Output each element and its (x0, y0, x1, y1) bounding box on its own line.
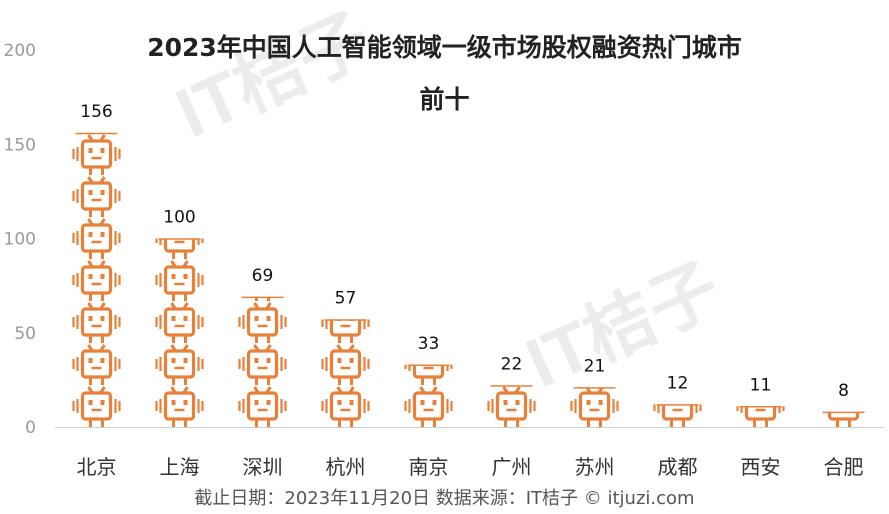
data-label: 12 (667, 373, 689, 393)
x-tick-label: 深圳 (243, 455, 283, 479)
y-tick-label: 200 (4, 41, 36, 61)
data-label: 100 (163, 208, 195, 228)
x-tick-label: 广州 (492, 455, 532, 479)
data-label: 11 (750, 375, 772, 395)
x-tick-label: 北京 (77, 455, 117, 479)
bar (735, 406, 786, 427)
bar (237, 296, 288, 427)
chart-subtitle: 前十 (419, 85, 470, 114)
data-label: 8 (838, 381, 849, 401)
bar (71, 132, 122, 427)
bar (818, 411, 869, 427)
bar (486, 385, 537, 427)
x-tick-label: 杭州 (326, 455, 366, 479)
data-label: 33 (418, 334, 440, 354)
data-label: 21 (584, 356, 606, 376)
source-note: 截止日期：2023年11月20日 数据来源：IT桔子 © itjuzi.com (194, 488, 695, 509)
y-tick-label: 50 (14, 324, 36, 344)
x-tick-label: 合肥 (824, 455, 864, 479)
x-tick-label: 苏州 (575, 455, 615, 479)
x-tick-label: 上海 (160, 455, 200, 479)
bar (652, 404, 703, 427)
data-label: 156 (80, 102, 112, 122)
data-label: 57 (335, 289, 357, 309)
bar (154, 238, 205, 427)
x-tick-label: 西安 (741, 455, 781, 479)
x-tick-label: 南京 (409, 455, 449, 479)
data-label: 69 (252, 266, 274, 286)
x-tick-label: 成都 (658, 455, 698, 479)
chart-title: 2023年中国人工智能领域一级市场股权融资热门城市 (147, 33, 742, 62)
data-label: 22 (501, 355, 523, 375)
y-tick-label: 150 (4, 135, 36, 155)
bar (320, 319, 371, 427)
bar (403, 364, 454, 427)
bar (569, 387, 620, 427)
y-tick-label: 100 (4, 230, 36, 250)
y-tick-label: 0 (25, 418, 36, 438)
